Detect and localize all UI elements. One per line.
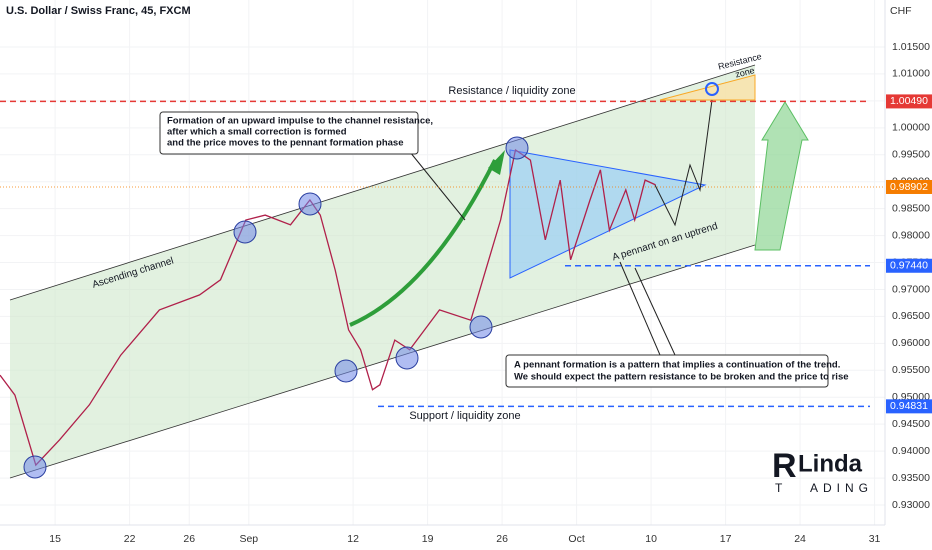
x-tick-label: 15: [49, 533, 61, 545]
price-line: [0, 148, 656, 467]
note-box: [505, 354, 829, 388]
y-tick-label: 0.93000: [892, 499, 930, 511]
annotation: zone: [734, 65, 755, 79]
price-tag-label: 0.98902: [890, 181, 928, 193]
x-tick-label: 26: [183, 533, 195, 545]
logo: T: [775, 481, 787, 495]
price-tag-label: 0.97440: [890, 260, 928, 272]
x-tick-label: Oct: [568, 533, 584, 545]
annotation: Support / liquidity zone: [409, 410, 520, 422]
x-tick-label: 24: [794, 533, 806, 545]
logo: Linda: [798, 450, 863, 477]
annotation: and the price moves to the pennant forma…: [167, 138, 403, 149]
x-tick-label: 12: [347, 533, 359, 545]
touch-points: [23, 136, 529, 479]
logo: R: [772, 447, 797, 485]
y-tick-label: 0.96000: [892, 337, 930, 349]
y-tick-label: 0.97000: [892, 283, 930, 295]
up-arrow: [754, 101, 809, 251]
x-tick-label: 19: [422, 533, 434, 545]
target-marker: [705, 82, 719, 96]
chart-title: U.S. Dollar / Swiss Franc, 45, FXCM: [6, 5, 191, 17]
y-tick-label: 0.93500: [892, 472, 930, 484]
logo: ADING: [810, 481, 873, 495]
note-pointer: [409, 151, 466, 221]
note-pointer: [619, 261, 661, 356]
y-tick-label: 0.95500: [892, 364, 930, 376]
y-tick-label: 1.00000: [892, 122, 930, 134]
x-tick-label: Sep: [239, 533, 258, 545]
annotation: after which a small correction is formed: [167, 127, 347, 138]
y-tick-label: 0.98500: [892, 202, 930, 214]
price-tag: [886, 94, 932, 109]
annotation: A pennant formation is a pattern that im…: [514, 360, 840, 371]
y-tick-label: 0.96500: [892, 310, 930, 322]
x-tick-label: 31: [869, 533, 881, 545]
price-tag: [886, 179, 932, 194]
y-tick-label: 0.99500: [892, 149, 930, 161]
annotation: We should expect the pattern resistance …: [514, 372, 849, 383]
price-tag-label: 1.00490: [890, 95, 928, 107]
impulse-arrowhead: [488, 150, 505, 175]
price-tag: [886, 258, 932, 273]
note-box: [159, 111, 419, 155]
impulse-arrow: [349, 159, 497, 327]
resistance-zone: [659, 74, 756, 101]
x-tick-label: 17: [720, 533, 732, 545]
projection-path: [654, 99, 713, 227]
annotation: Resistance / liquidity zone: [448, 85, 575, 97]
x-tick-label: 26: [496, 533, 508, 545]
y-tick-label: 0.94500: [892, 418, 930, 430]
y-tick-label: 1.01000: [892, 68, 930, 80]
axis-unit: CHF: [890, 5, 912, 17]
annotation: Formation of an upward impulse to the ch…: [167, 116, 433, 127]
y-tick-label: 1.01500: [892, 41, 930, 53]
price-tag-label: 0.94831: [890, 400, 928, 412]
channel-lower: [9, 244, 756, 479]
y-tick-label: 0.98000: [892, 229, 930, 241]
price-tag: [886, 399, 932, 414]
y-tick-label: 0.94000: [892, 445, 930, 457]
x-tick-label: 10: [645, 533, 657, 545]
note-pointer: [634, 267, 676, 356]
channel-upper: [9, 64, 756, 301]
x-tick-label: 22: [124, 533, 136, 545]
